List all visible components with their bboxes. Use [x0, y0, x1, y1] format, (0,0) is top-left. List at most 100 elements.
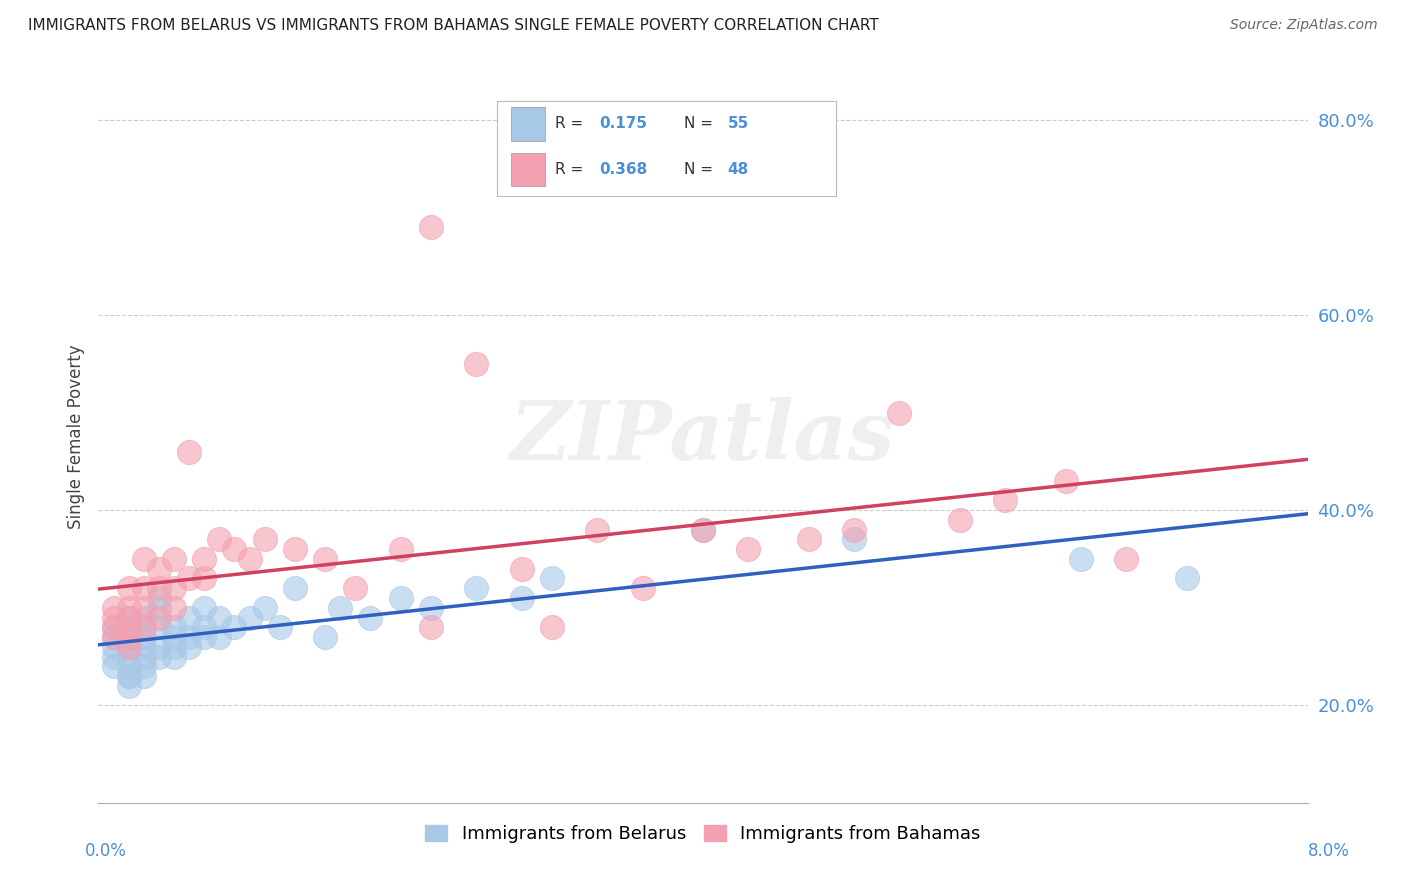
Y-axis label: Single Female Poverty: Single Female Poverty: [66, 345, 84, 529]
Point: [193, 620, 215, 634]
Point: [118, 669, 141, 683]
Point: [889, 406, 911, 420]
Point: [132, 620, 155, 634]
Point: [1115, 552, 1137, 566]
Point: [148, 649, 170, 664]
Point: [103, 630, 125, 644]
Point: [329, 600, 352, 615]
Text: 0.0%: 0.0%: [84, 842, 127, 860]
Point: [193, 552, 215, 566]
Point: [103, 659, 125, 673]
Point: [132, 610, 155, 624]
Point: [148, 620, 170, 634]
Point: [132, 630, 155, 644]
Point: [737, 542, 759, 557]
Point: [103, 640, 125, 654]
Text: ZIPatlas: ZIPatlas: [510, 397, 896, 477]
Point: [239, 610, 262, 624]
Point: [118, 659, 141, 673]
Point: [344, 581, 367, 595]
Point: [208, 610, 231, 624]
Point: [193, 572, 215, 586]
Point: [163, 649, 186, 664]
Point: [949, 513, 972, 527]
Point: [118, 610, 141, 624]
Point: [692, 523, 714, 537]
Point: [179, 630, 201, 644]
Point: [224, 620, 246, 634]
Point: [420, 620, 443, 634]
Point: [163, 581, 186, 595]
Text: 8.0%: 8.0%: [1308, 842, 1350, 860]
Point: [844, 523, 866, 537]
Point: [103, 620, 125, 634]
Point: [179, 572, 201, 586]
Point: [179, 640, 201, 654]
Point: [1175, 572, 1198, 586]
Point: [118, 610, 141, 624]
Point: [179, 610, 201, 624]
Point: [118, 620, 141, 634]
Point: [510, 591, 533, 605]
Point: [132, 649, 155, 664]
Point: [208, 630, 231, 644]
Point: [193, 600, 215, 615]
Point: [797, 533, 820, 547]
Point: [148, 600, 170, 615]
Point: [118, 669, 141, 683]
Point: [132, 659, 155, 673]
Point: [118, 640, 141, 654]
Point: [465, 357, 488, 371]
Point: [132, 600, 155, 615]
Point: [118, 679, 141, 693]
Text: IMMIGRANTS FROM BELARUS VS IMMIGRANTS FROM BAHAMAS SINGLE FEMALE POVERTY CORRELA: IMMIGRANTS FROM BELARUS VS IMMIGRANTS FR…: [28, 18, 879, 33]
Point: [540, 620, 562, 634]
Point: [994, 493, 1017, 508]
Point: [465, 581, 488, 595]
Point: [314, 552, 336, 566]
Point: [118, 649, 141, 664]
Point: [314, 630, 336, 644]
Point: [118, 600, 141, 615]
Point: [148, 591, 170, 605]
Point: [103, 620, 125, 634]
Point: [253, 600, 276, 615]
Point: [163, 600, 186, 615]
Point: [193, 630, 215, 644]
Point: [389, 542, 412, 557]
Point: [118, 620, 141, 634]
Point: [284, 581, 307, 595]
Point: [269, 620, 291, 634]
Point: [420, 220, 443, 235]
Point: [224, 542, 246, 557]
Point: [692, 523, 714, 537]
Point: [239, 552, 262, 566]
Point: [118, 640, 141, 654]
Point: [132, 640, 155, 654]
Point: [510, 562, 533, 576]
Point: [284, 542, 307, 557]
Point: [148, 581, 170, 595]
Point: [586, 523, 609, 537]
Point: [389, 591, 412, 605]
Point: [420, 600, 443, 615]
Point: [360, 610, 382, 624]
Point: [132, 669, 155, 683]
Point: [163, 640, 186, 654]
Point: [1070, 552, 1092, 566]
Point: [132, 552, 155, 566]
Point: [103, 649, 125, 664]
Point: [148, 640, 170, 654]
Point: [844, 533, 866, 547]
Point: [118, 630, 141, 644]
Point: [163, 620, 186, 634]
Point: [132, 620, 155, 634]
Point: [208, 533, 231, 547]
Point: [540, 572, 562, 586]
Text: Source: ZipAtlas.com: Source: ZipAtlas.com: [1230, 18, 1378, 32]
Point: [253, 533, 276, 547]
Point: [132, 581, 155, 595]
Point: [1054, 474, 1077, 488]
Point: [163, 552, 186, 566]
Point: [631, 581, 654, 595]
